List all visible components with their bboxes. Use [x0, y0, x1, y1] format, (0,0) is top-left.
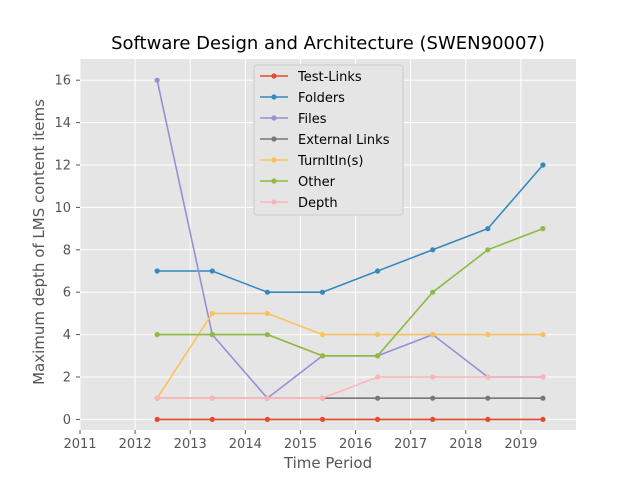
data-point-other	[375, 353, 381, 359]
data-point-depth	[430, 374, 436, 380]
legend-swatch-marker	[271, 136, 277, 142]
legend-swatch-marker	[271, 178, 277, 184]
data-point-turnitin-s	[430, 332, 436, 338]
y-tick-label: 14	[54, 116, 71, 131]
data-point-turnitin-s	[540, 332, 546, 338]
x-tick-label: 2016	[339, 437, 372, 452]
data-point-test-links	[430, 416, 436, 422]
data-point-turnitin-s	[319, 332, 326, 338]
data-point-turnitin-s	[209, 310, 215, 316]
data-point-test-links	[209, 416, 215, 422]
legend-label: Depth	[298, 196, 338, 211]
data-point-other	[540, 226, 546, 232]
y-tick-label: 8	[63, 243, 71, 258]
series-line-other	[157, 227, 544, 357]
data-point-other	[430, 289, 436, 295]
data-point-folders	[375, 268, 381, 274]
x-tick-label: 2018	[449, 437, 482, 452]
data-point-folders	[540, 162, 546, 168]
x-tick-label: 2011	[63, 437, 96, 452]
data-point-other	[209, 332, 215, 338]
legend-swatch-marker	[271, 157, 277, 163]
data-point-test-links	[485, 416, 491, 422]
data-point-test-links	[264, 416, 270, 422]
data-point-turnitin-s	[264, 310, 270, 316]
series-line-depth	[157, 376, 543, 400]
data-point-folders	[264, 289, 270, 295]
x-tick-label: 2014	[229, 437, 262, 452]
y-tick-label: 2	[63, 371, 71, 386]
x-tick-label: 2015	[284, 437, 317, 452]
x-tick-label: 2017	[394, 437, 427, 452]
data-point-depth	[264, 395, 270, 401]
legend-swatch-marker	[271, 94, 277, 100]
series-line-turnitin-s	[156, 312, 543, 399]
data-point-test-links	[154, 416, 160, 422]
x-axis-label: Time Period	[283, 454, 372, 472]
data-point-test-links	[540, 416, 546, 422]
data-point-depth	[209, 395, 215, 401]
y-tick-label: 12	[54, 159, 71, 174]
chart-title: Software Design and Architecture (SWEN90…	[111, 33, 545, 54]
legend-label: Folders	[298, 91, 345, 106]
legend-swatch-marker	[271, 199, 277, 205]
x-tick-label: 2012	[119, 437, 152, 452]
data-point-test-links	[319, 416, 326, 422]
data-point-external-links	[540, 395, 546, 401]
x-tick-label: 2013	[174, 437, 207, 452]
y-tick-label: 10	[54, 201, 71, 216]
y-tick-label: 16	[54, 74, 71, 89]
data-point-turnitin-s	[375, 332, 381, 338]
legend-label: External Links	[298, 133, 390, 148]
data-point-depth	[154, 395, 160, 401]
data-point-other	[485, 247, 491, 253]
data-point-other	[154, 332, 160, 338]
data-point-depth	[540, 374, 546, 380]
legend-swatch-marker	[271, 115, 277, 121]
legend: Test-Links Folders Files External Links Turn…	[253, 64, 404, 216]
series-line-folders	[157, 164, 544, 294]
y-axis-label: Maximum depth of LMS content items	[30, 99, 48, 385]
series-lines	[154, 77, 546, 422]
data-point-depth	[375, 374, 381, 380]
y-tick-label: 6	[63, 286, 71, 301]
x-tick-label: 2019	[504, 437, 537, 452]
data-point-depth	[319, 395, 326, 401]
data-point-folders	[485, 226, 491, 232]
y-tick-label: 0	[63, 413, 71, 428]
legend-label: TurnItIn(s)	[297, 154, 363, 169]
data-point-folders	[154, 268, 160, 274]
legend-label: Test-Links	[297, 70, 362, 85]
data-point-folders	[430, 247, 436, 253]
data-point-folders	[319, 289, 326, 295]
legend-label: Files	[298, 112, 327, 127]
y-tick-label: 4	[63, 328, 71, 343]
data-point-folders	[209, 268, 215, 274]
data-point-other	[264, 332, 270, 338]
data-point-turnitin-s	[485, 332, 491, 338]
data-point-depth	[485, 374, 491, 380]
data-point-external-links	[485, 395, 491, 401]
data-point-files	[154, 77, 160, 83]
legend-label: Other	[298, 175, 336, 190]
legend-swatch-marker	[271, 73, 277, 79]
data-point-external-links	[375, 395, 381, 401]
x-axis-ticks: 2011 2012 2013 2014 2015 2016 2017 2018 2019	[63, 430, 537, 452]
legend-box	[253, 64, 404, 216]
data-point-other	[319, 353, 326, 359]
data-point-external-links	[430, 395, 436, 401]
data-point-test-links	[375, 416, 381, 422]
y-axis-ticks: 0 2 4 6 8 10 12 14 16	[54, 74, 80, 428]
